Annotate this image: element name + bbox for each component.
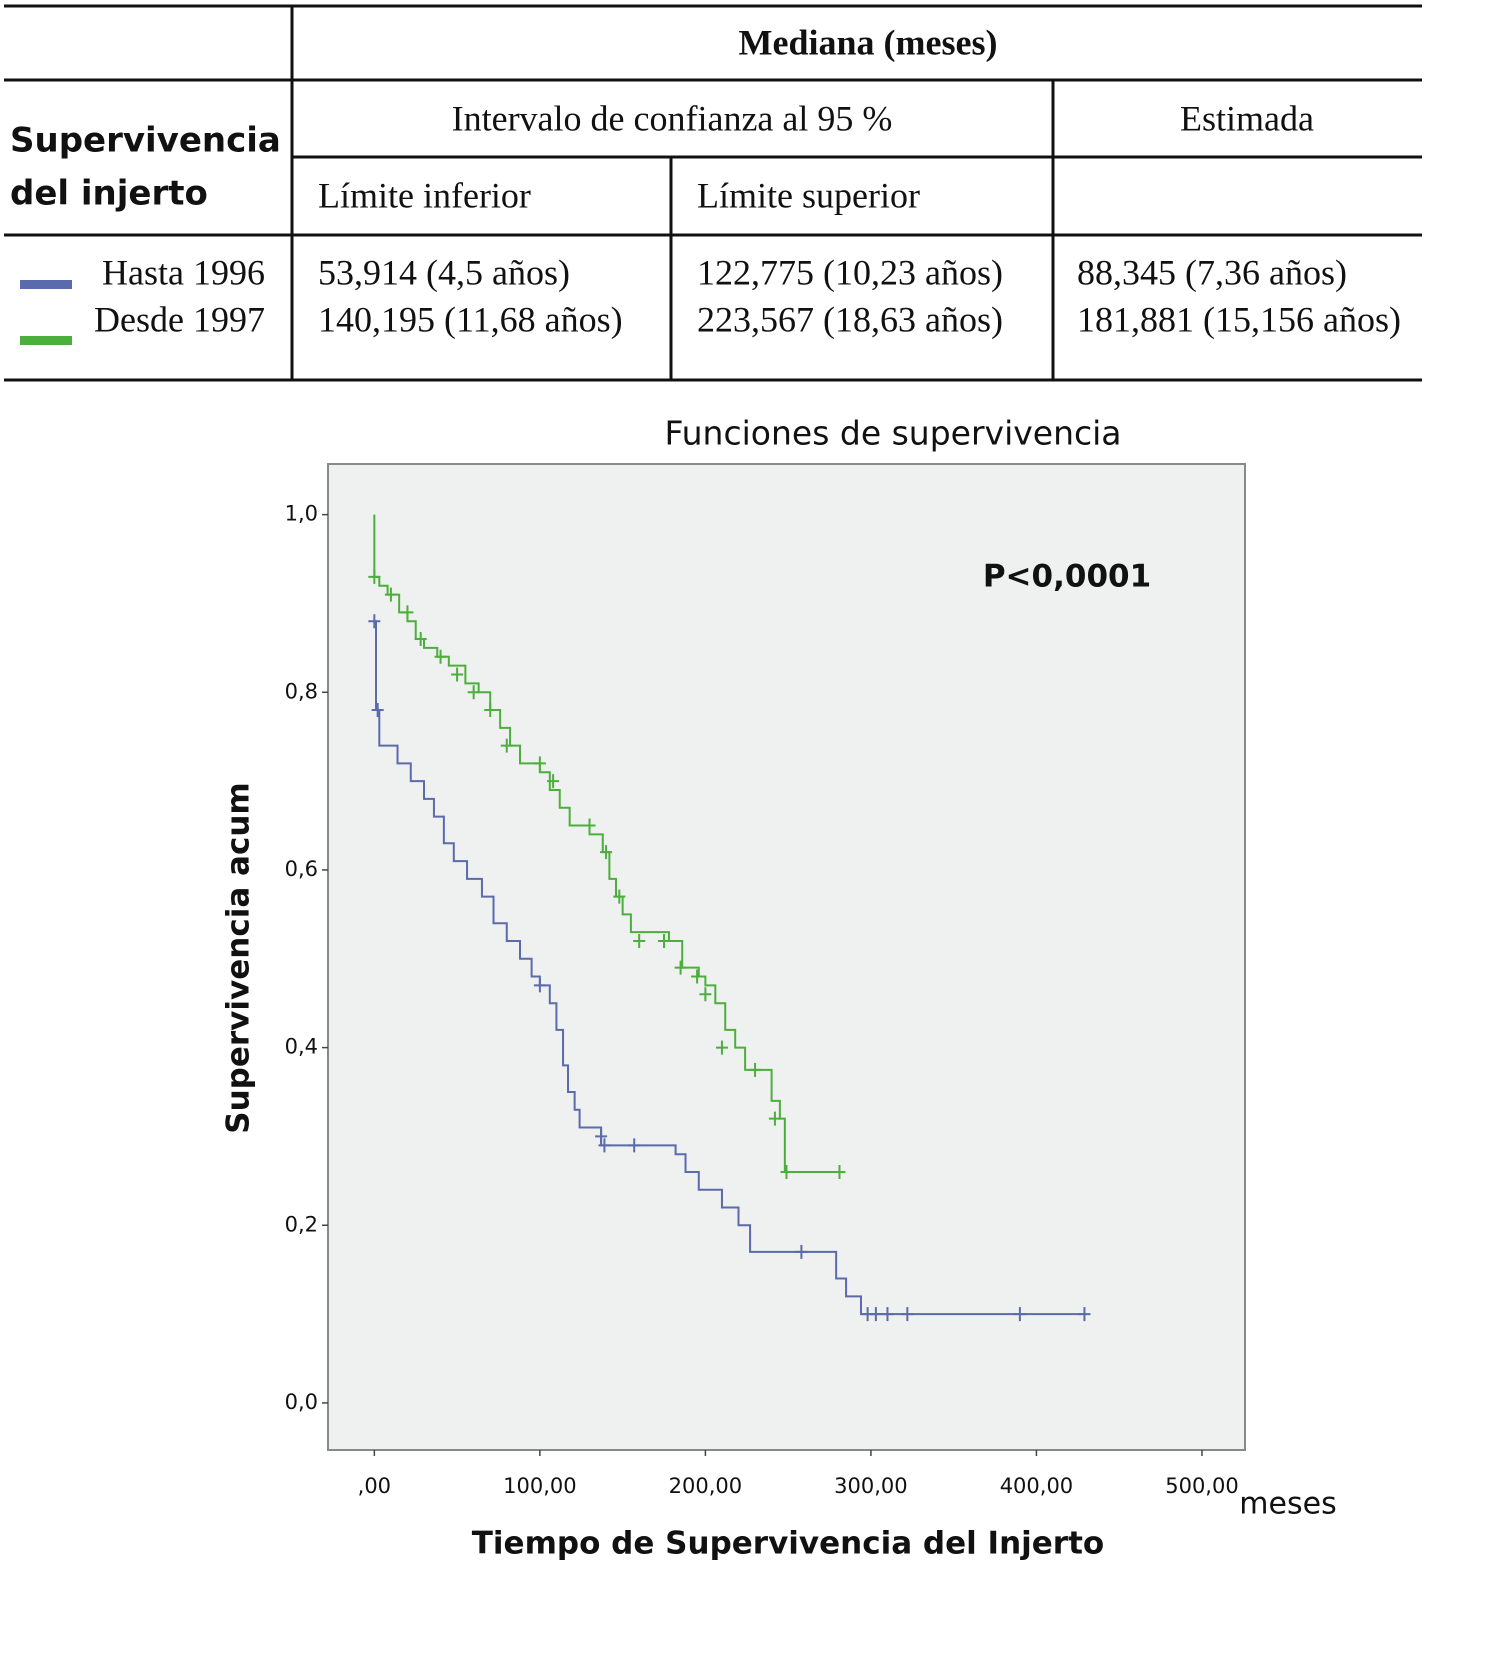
censor-mark (633, 934, 646, 949)
row-name: Desde 1997 (94, 299, 265, 339)
plot-area (327, 463, 1246, 1451)
y-tick-label: 0,4 (285, 1035, 318, 1059)
censor-mark (598, 1138, 611, 1153)
censor-mark (467, 685, 480, 700)
x-tick-label: ,00 (358, 1474, 391, 1498)
legend-swatch (20, 280, 72, 289)
x-tick-label: 100,00 (503, 1474, 576, 1498)
censor-mark (869, 1307, 882, 1322)
censor-mark (434, 649, 447, 664)
censor-mark (368, 569, 381, 584)
row-header: del injerto (10, 174, 208, 214)
row-header: Supervivencia (10, 121, 281, 161)
censor-mark (595, 1129, 608, 1144)
row-name: Hasta 1996 (102, 252, 265, 292)
censor-mark (881, 1307, 894, 1322)
x-tick-label: 500,00 (1165, 1474, 1238, 1498)
censor-mark (368, 614, 381, 629)
y-tick-label: 0,8 (285, 679, 318, 703)
y-tick-label: 0,0 (285, 1390, 318, 1414)
censor-mark (628, 1138, 641, 1153)
censor-mark (533, 978, 546, 993)
censor-mark (715, 1040, 728, 1055)
table: Mediana (meses) Intervalo de confianza a… (4, 4, 1422, 382)
censor-mark (699, 987, 712, 1002)
header-upper: Límite superior (697, 175, 920, 215)
cell: 122,775 (10,23 años) (697, 252, 1003, 292)
censor-mark (583, 818, 596, 833)
censor-mark (401, 605, 414, 620)
censor-mark (674, 960, 687, 975)
cell: 53,914 (4,5 años) (318, 252, 570, 292)
censor-mark (795, 1244, 808, 1259)
cell: 88,345 (7,36 años) (1077, 252, 1347, 292)
cell: 140,195 (11,68 años) (318, 299, 623, 339)
header-title: Mediana (meses) (739, 22, 998, 62)
censor-mark (451, 667, 464, 682)
censor-mark (768, 1111, 781, 1126)
censor-mark (658, 934, 671, 949)
survival-curve (374, 620, 1087, 1316)
header-ci: Intervalo de confianza al 95 % (452, 98, 893, 138)
censor-mark (414, 631, 427, 646)
header-lower: Límite inferior (318, 175, 531, 215)
censor-mark (1013, 1307, 1026, 1322)
chart-title: Funciones de supervivencia (664, 414, 1121, 453)
legend-swatch (20, 336, 72, 345)
censor-mark (547, 774, 560, 789)
cell: 181,881 (15,156 años) (1077, 299, 1401, 339)
censor-mark (749, 1062, 762, 1077)
x-axis-label: Tiempo de Supervivencia del Injerto (472, 1526, 1104, 1562)
x-tick-label: 200,00 (669, 1474, 742, 1498)
y-axis-label: Supervivencia acum (221, 782, 257, 1133)
y-tick-label: 0,6 (285, 857, 318, 881)
censor-mark (500, 738, 513, 753)
censor-mark (901, 1307, 914, 1322)
y-tick-label: 1,0 (285, 502, 318, 526)
y-tick-label: 0,2 (285, 1212, 318, 1236)
censor-mark (533, 756, 546, 771)
censor-mark (780, 1164, 793, 1179)
censor-mark (600, 845, 613, 860)
censor-mark (613, 889, 626, 904)
censor-mark (691, 969, 704, 984)
x-tick-label: 400,00 (1000, 1474, 1073, 1498)
censor-mark (1078, 1307, 1091, 1322)
x-unit: meses (1239, 1487, 1336, 1522)
header-estimate: Estimada (1180, 98, 1314, 138)
annotation: P<0,0001 (983, 559, 1151, 595)
censor-mark (484, 703, 497, 718)
censor-mark (371, 703, 384, 718)
censor-mark (833, 1164, 846, 1179)
cell: 223,567 (18,63 años) (697, 299, 1003, 339)
censor-mark (384, 587, 397, 602)
x-tick-label: 300,00 (834, 1474, 907, 1498)
